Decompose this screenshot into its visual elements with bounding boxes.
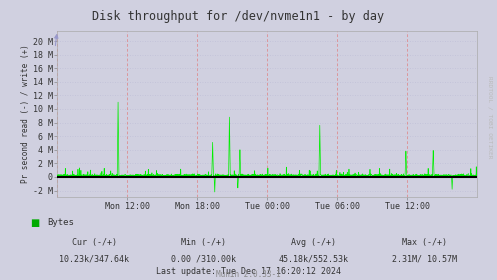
Text: Max (-/+): Max (-/+) xyxy=(403,238,447,247)
Text: Avg (-/+): Avg (-/+) xyxy=(291,238,335,247)
Text: Munin 2.0.33-1: Munin 2.0.33-1 xyxy=(216,270,281,279)
Text: 10.23k/347.64k: 10.23k/347.64k xyxy=(60,255,129,263)
Text: 2.31M/ 10.57M: 2.31M/ 10.57M xyxy=(393,255,457,263)
Text: ■: ■ xyxy=(30,218,39,228)
Text: 0.00 /310.00k: 0.00 /310.00k xyxy=(171,255,236,263)
Y-axis label: Pr second read (-) / write (+): Pr second read (-) / write (+) xyxy=(21,45,30,183)
Text: Cur (-/+): Cur (-/+) xyxy=(72,238,117,247)
Text: Min (-/+): Min (-/+) xyxy=(181,238,226,247)
Text: Last update: Tue Dec 17 16:20:12 2024: Last update: Tue Dec 17 16:20:12 2024 xyxy=(156,267,341,276)
Text: 45.18k/552.53k: 45.18k/552.53k xyxy=(278,255,348,263)
Text: RRDTOOL / TOBI OETIKER: RRDTOOL / TOBI OETIKER xyxy=(487,76,492,159)
Text: Disk throughput for /dev/nvme1n1 - by day: Disk throughput for /dev/nvme1n1 - by da… xyxy=(92,10,385,23)
Text: Bytes: Bytes xyxy=(47,218,74,227)
